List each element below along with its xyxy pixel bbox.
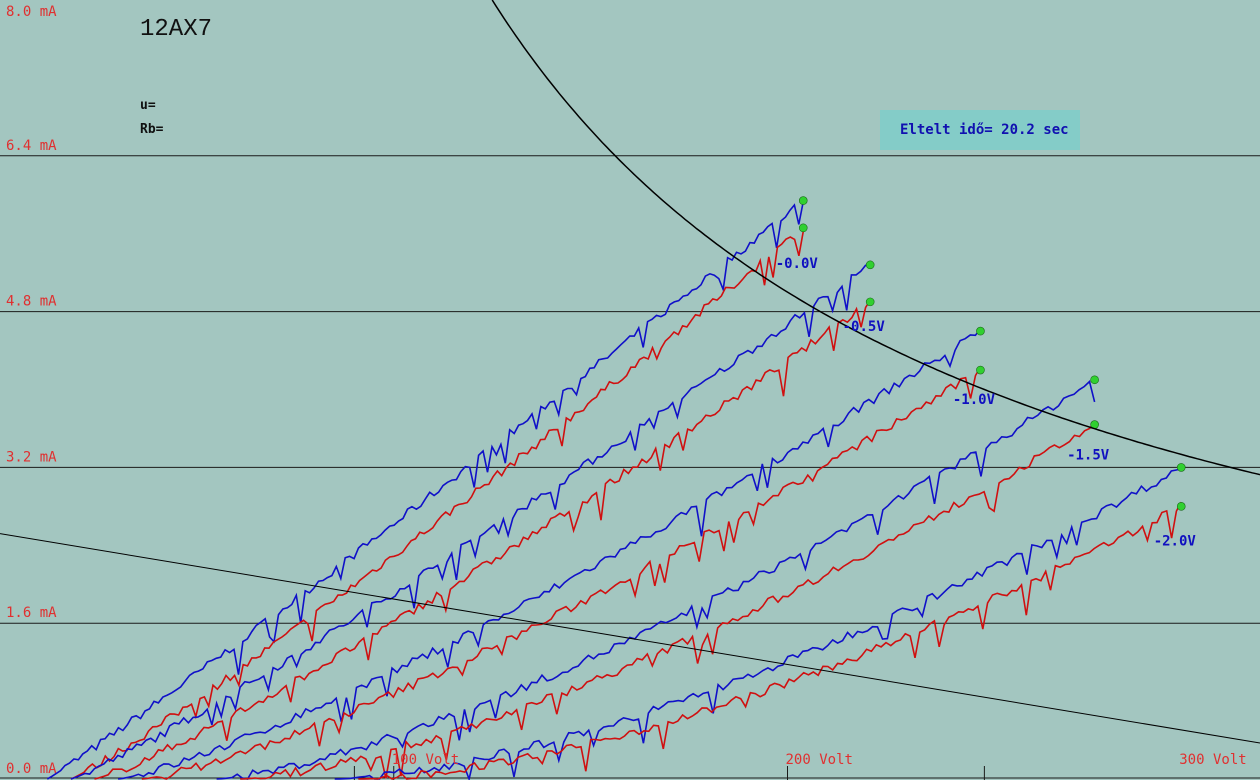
blue-curve <box>334 468 1182 780</box>
blue-curve-endpoint <box>1090 375 1099 385</box>
dissipation-curve <box>491 0 1260 476</box>
x-tick-label: 100 Volt <box>392 752 459 768</box>
blue-curve-endpoint <box>976 326 985 336</box>
blue-curve-endpoint <box>798 196 808 205</box>
red-curve-endpoint <box>1176 502 1186 511</box>
red-curve <box>70 231 805 780</box>
rb-parameter-label: Rb= <box>140 122 164 137</box>
red-curve-endpoint <box>798 223 808 233</box>
blue-curve <box>216 379 1096 780</box>
elapsed-time-box: Eltelt idő= 20.2 sec <box>880 110 1080 150</box>
red-curve-endpoint <box>865 297 875 307</box>
red-curve <box>240 421 1096 780</box>
tube-title: 12AX7 <box>140 16 213 43</box>
u-parameter-label: u= <box>140 98 156 113</box>
grid-voltage-label: -2.0V <box>1154 533 1197 549</box>
grid-voltage-label: -1.5V <box>1067 448 1110 464</box>
axis-labels: 0.0 mA 1.6 mA 3.2 mA 4.8 mA 6.4 mA 8.0 mA 100 … <box>6 4 1247 777</box>
blue-curve-endpoint <box>1176 463 1186 472</box>
characteristic-curves <box>46 196 1186 780</box>
load-line <box>0 533 1260 744</box>
red-curve <box>358 501 1183 780</box>
blue-curve <box>70 262 871 780</box>
red-curve-endpoint <box>976 365 985 375</box>
x-tick-label: 300 Volt <box>1179 752 1246 768</box>
y-tick-label: 0.0 mA <box>6 761 57 777</box>
y-tick-label: 8.0 mA <box>6 4 57 20</box>
overlay-curves <box>0 0 1260 744</box>
y-tick-label: 6.4 mA <box>6 138 57 154</box>
red-curve <box>141 366 982 780</box>
grid-voltage-label: -0.5V <box>843 319 886 335</box>
grid-lines <box>0 155 1260 780</box>
red-curve <box>94 299 871 780</box>
blue-curve-endpoint <box>865 260 875 270</box>
grid-voltage-label: -0.0V <box>776 256 819 272</box>
elapsed-time-text: Eltelt idő= 20.2 sec <box>900 122 1069 138</box>
blue-curve <box>46 201 805 780</box>
blue-curve <box>117 328 982 780</box>
y-tick-label: 4.8 mA <box>6 294 57 310</box>
y-tick-label: 3.2 mA <box>6 449 57 465</box>
grid-voltage-label: -1.0V <box>953 392 996 408</box>
x-tick-label: 200 Volt <box>786 752 853 768</box>
y-tick-label: 1.6 mA <box>6 605 57 621</box>
